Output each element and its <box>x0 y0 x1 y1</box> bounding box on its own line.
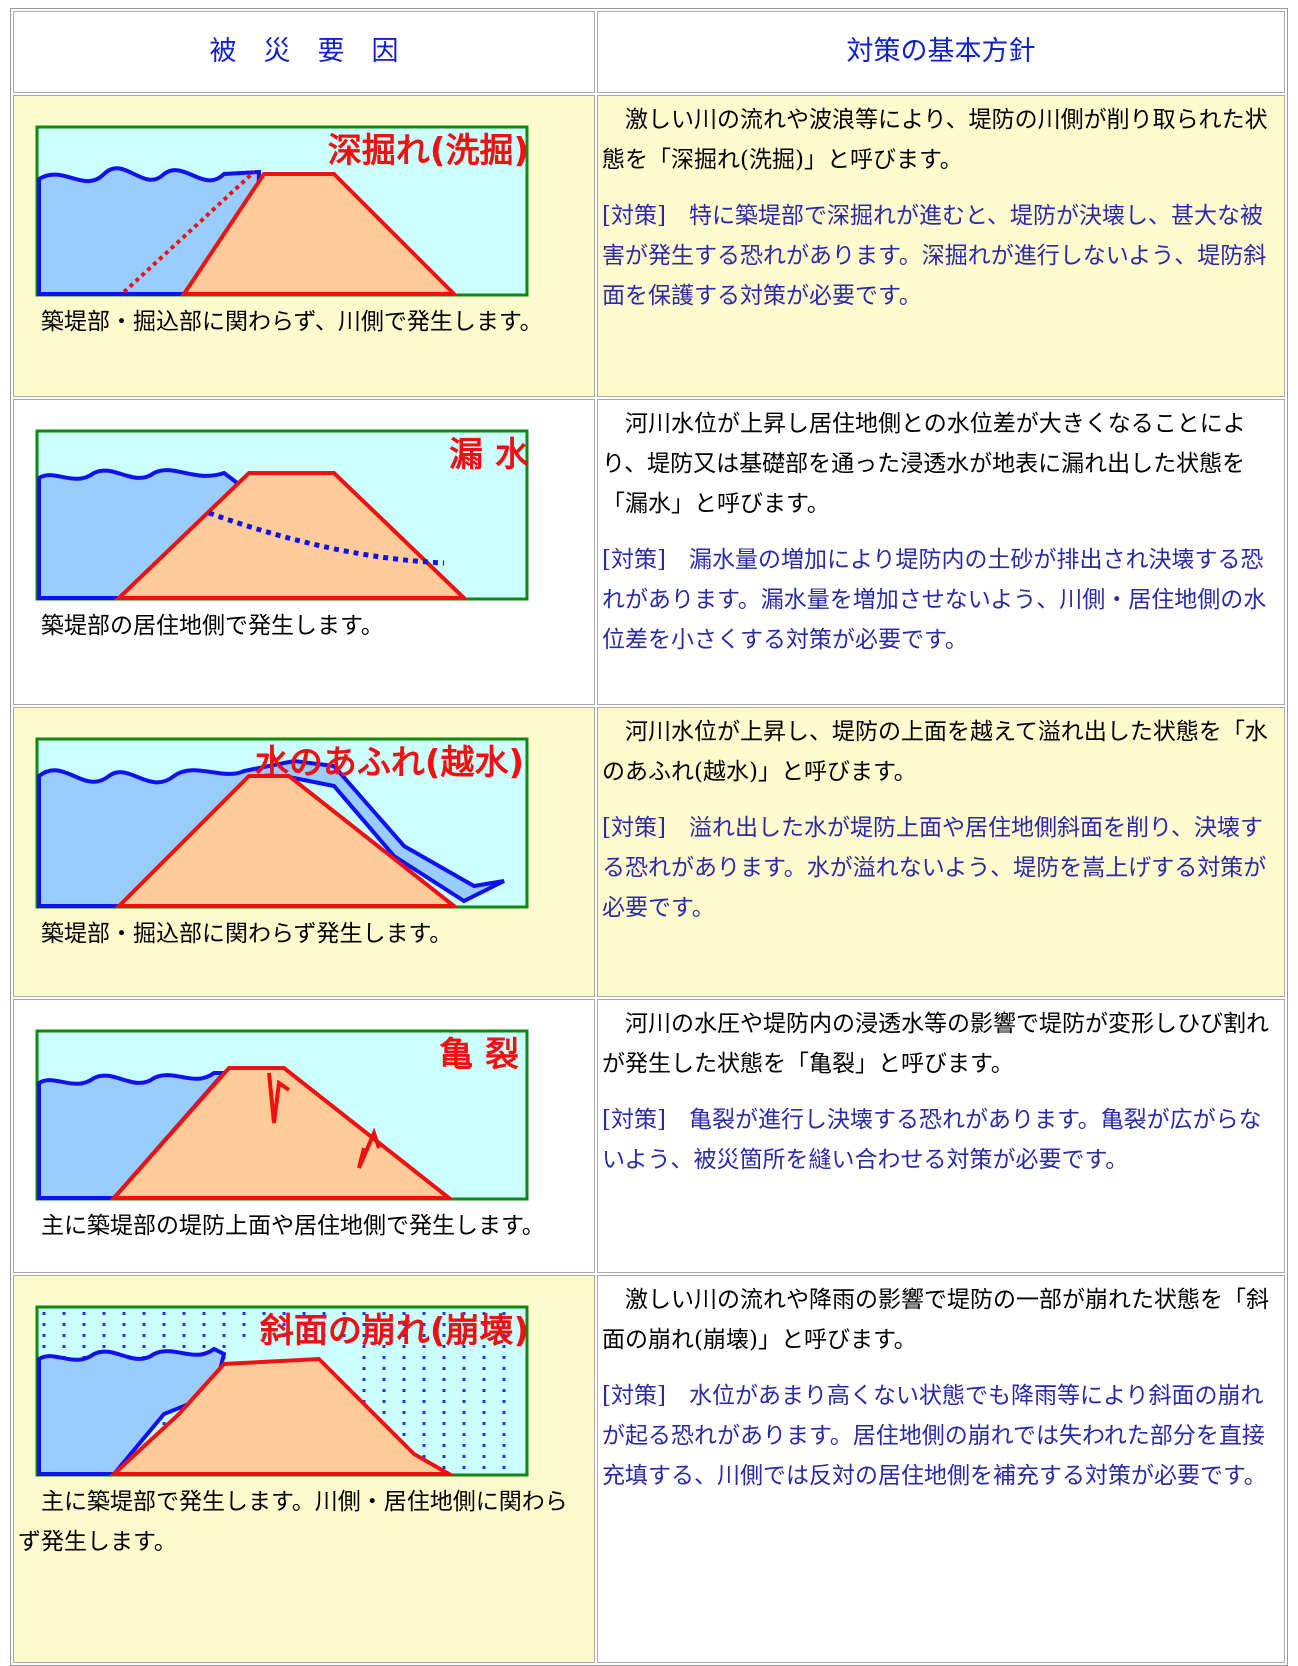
policy-cell: 河川水位が上昇し、堤防の上面を越えて溢れ出した状態を「水のあふれ(越水)」と呼び… <box>597 707 1285 997</box>
diagram-label: 亀 裂 <box>439 1035 519 1075</box>
row: 斜面の崩れ(崩壊) 主に築堤部で発生します。川側・居住地側に関わらず発生します。 激… <box>13 1275 1285 1663</box>
header-cell: 対策の基本方針 <box>597 11 1285 93</box>
policy-cell: 激しい川の流れや降雨の影響で堤防の一部が崩れた状態を「斜面の崩れ(崩壊)」と呼び… <box>597 1275 1285 1663</box>
dam-diagram: 斜面の崩れ(崩壊) <box>35 1305 529 1477</box>
water <box>37 468 248 600</box>
description: 河川水位が上昇し、堤防の上面を越えて溢れ出した状態を「水のあふれ(越水)」と呼び… <box>602 719 1268 785</box>
description: 河川水位が上昇し居住地側との水位差が大きくなることにより、堤防又は基礎部を通った… <box>602 411 1246 517</box>
description: 激しい川の流れや波浪等により、堤防の川側が削り取られた状態を「深掘れ(洗掘)」と… <box>602 107 1268 173</box>
erosion-line <box>122 170 256 294</box>
cause-cell: 亀 裂主に築堤部の堤防上面や居住地側で発生します。 <box>13 999 595 1273</box>
header-row: 被 災 要 因 対策の基本方針 <box>13 11 1285 93</box>
diagram-label: 深掘れ(洗掘) <box>328 131 529 171</box>
water <box>37 1071 229 1200</box>
row: 水のあふれ(越水) 築堤部・掘込部に関わらず発生します。 河川水位が上昇し、堤防の上… <box>13 707 1285 997</box>
caption: 築堤部の居住地側で発生します。 <box>41 613 384 639</box>
seepage <box>208 510 445 566</box>
measure: [対策] 特に築堤部で深掘れが進むと、堤防が決壊し、甚大な被害が発生する恐れがあ… <box>602 203 1267 309</box>
policy-cell: 河川水位が上昇し居住地側との水位差が大きくなることにより、堤防又は基礎部を通った… <box>597 399 1285 705</box>
diagram-label: 水のあふれ(越水) <box>255 743 524 783</box>
dam-diagram: 亀 裂 <box>35 1029 529 1201</box>
disaster-table: 被 災 要 因 対策の基本方針 深掘れ(洗掘) 築堤部・掘込部に関わらず、川側で発… <box>10 8 1288 1666</box>
measure: [対策] 水位があまり高くない状態でも降雨等により斜面の崩れが起る恐れがあります… <box>602 1383 1267 1489</box>
caption: 築堤部・掘込部に関わらず発生します。 <box>41 921 453 947</box>
header-cell: 被 災 要 因 <box>13 11 595 93</box>
crack <box>267 1072 291 1124</box>
dam-diagram: 水のあふれ(越水) <box>35 737 529 909</box>
diagram-label: 斜面の崩れ(崩壊) <box>260 1311 529 1351</box>
diagram-label: 漏 水 <box>449 435 530 475</box>
cause-cell: 深掘れ(洗掘) 築堤部・掘込部に関わらず、川側で発生します。 <box>13 95 595 397</box>
caption: 主に築堤部で発生します。川側・居住地側に関わらず発生します。 <box>18 1489 568 1555</box>
policy-cell: 激しい川の流れや波浪等により、堤防の川側が削り取られた状態を「深掘れ(洗掘)」と… <box>597 95 1285 397</box>
row: 亀 裂主に築堤部の堤防上面や居住地側で発生します。 河川の水圧や堤防内の浸透水等の… <box>13 999 1285 1273</box>
description: 河川の水圧や堤防内の浸透水等の影響で堤防が変形しひび割れが発生した状態を「亀裂」… <box>602 1011 1269 1077</box>
embankment <box>114 471 469 600</box>
embankment <box>109 1066 455 1200</box>
policy-cell: 河川の水圧や堤防内の浸透水等の影響で堤防が変形しひび割れが発生した状態を「亀裂」… <box>597 999 1285 1273</box>
measure: [対策] 漏水量の増加により堤防内の土砂が排出され決壊する恐れがあります。漏水量… <box>602 547 1267 653</box>
cause-cell: 漏 水築堤部の居住地側で発生します。 <box>13 399 595 705</box>
dam-diagram: 深掘れ(洗掘) <box>35 125 529 297</box>
water <box>37 1346 227 1476</box>
description: 激しい川の流れや降雨の影響で堤防の一部が崩れた状態を「斜面の崩れ(崩壊)」と呼び… <box>602 1287 1269 1353</box>
row: 深掘れ(洗掘) 築堤部・掘込部に関わらず、川側で発生します。 激しい川の流れや波浪等… <box>13 95 1285 397</box>
caption: 築堤部・掘込部に関わらず、川側で発生します。 <box>41 309 543 335</box>
cause-cell: 水のあふれ(越水) 築堤部・掘込部に関わらず発生します。 <box>13 707 595 997</box>
embankment <box>180 172 459 296</box>
measure: [対策] 亀裂が進行し決壊する恐れがあります。亀裂が広がらないよう、被災箇所を縫… <box>602 1107 1262 1173</box>
dam-diagram: 漏 水 <box>35 429 530 601</box>
measure: [対策] 溢れ出した水が堤防上面や居住地側斜面を削り、決壊する恐れがあります。水… <box>602 815 1267 921</box>
embankment <box>108 1356 457 1476</box>
embankment <box>114 774 460 908</box>
row: 漏 水築堤部の居住地側で発生します。 河川水位が上昇し居住地側との水位差が大きくな… <box>13 399 1285 705</box>
caption: 主に築堤部の堤防上面や居住地側で発生します。 <box>41 1213 545 1239</box>
crack <box>357 1127 381 1169</box>
cause-cell: 斜面の崩れ(崩壊) 主に築堤部で発生します。川側・居住地側に関わらず発生します。 <box>13 1275 595 1663</box>
